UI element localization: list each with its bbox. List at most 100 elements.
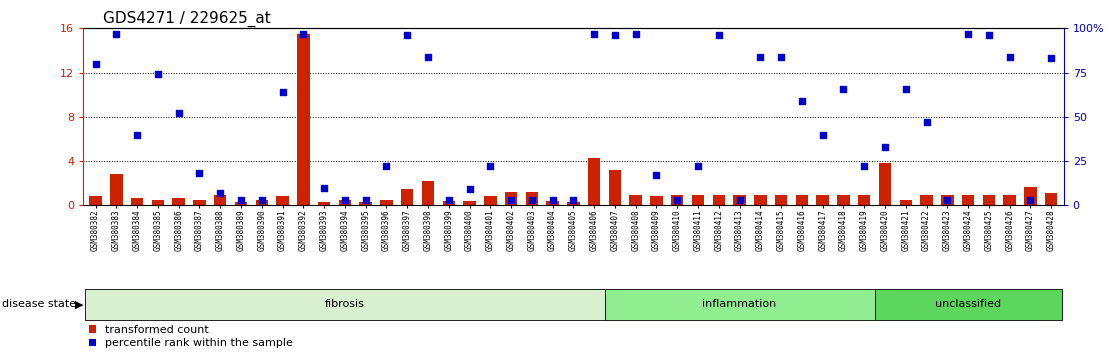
- Bar: [193, 200, 206, 205]
- Point: [668, 197, 686, 203]
- Bar: [318, 202, 330, 205]
- Point: [212, 190, 229, 196]
- Bar: [879, 163, 891, 205]
- Point: [440, 197, 458, 203]
- Bar: [900, 200, 912, 205]
- Point: [647, 172, 665, 178]
- Text: ▶: ▶: [75, 299, 84, 309]
- Bar: [838, 195, 850, 205]
- Point: [315, 185, 332, 190]
- Bar: [152, 200, 164, 205]
- Text: inflammation: inflammation: [702, 299, 777, 309]
- Bar: [712, 195, 725, 205]
- Point: [461, 187, 479, 192]
- Point: [544, 197, 562, 203]
- Text: unclassified: unclassified: [935, 299, 1002, 309]
- Point: [710, 33, 728, 38]
- Point: [523, 197, 541, 203]
- Bar: [359, 202, 372, 205]
- Bar: [671, 195, 684, 205]
- Point: [170, 110, 187, 116]
- Point: [793, 98, 811, 104]
- Bar: [755, 195, 767, 205]
- Bar: [401, 189, 413, 205]
- Point: [233, 197, 250, 203]
- Point: [834, 86, 852, 91]
- Point: [191, 171, 208, 176]
- Point: [399, 33, 417, 38]
- Bar: [463, 201, 475, 205]
- Bar: [1004, 195, 1016, 205]
- Point: [917, 119, 935, 125]
- Bar: [567, 202, 579, 205]
- Point: [689, 164, 707, 169]
- Bar: [733, 195, 746, 205]
- Bar: [691, 195, 705, 205]
- Point: [585, 31, 603, 36]
- Point: [502, 197, 520, 203]
- Bar: [962, 195, 974, 205]
- Point: [751, 54, 769, 59]
- Text: GDS4271 / 229625_at: GDS4271 / 229625_at: [103, 11, 270, 27]
- Bar: [110, 175, 123, 205]
- Text: fibrosis: fibrosis: [325, 299, 365, 309]
- Bar: [505, 192, 517, 205]
- Bar: [276, 196, 289, 205]
- Bar: [214, 195, 226, 205]
- Legend: transformed count, percentile rank within the sample: transformed count, percentile rank withi…: [89, 325, 294, 348]
- Bar: [442, 201, 455, 205]
- Point: [1022, 197, 1039, 203]
- Bar: [650, 196, 663, 205]
- Point: [1043, 56, 1060, 61]
- Bar: [339, 200, 351, 205]
- Bar: [131, 198, 143, 205]
- Bar: [588, 158, 601, 205]
- Bar: [90, 196, 102, 205]
- Bar: [256, 200, 268, 205]
- Point: [378, 164, 396, 169]
- Bar: [858, 195, 871, 205]
- Bar: [796, 195, 808, 205]
- Point: [336, 197, 353, 203]
- Bar: [422, 181, 434, 205]
- Point: [253, 197, 270, 203]
- Point: [419, 54, 437, 59]
- Point: [979, 33, 997, 38]
- Bar: [484, 196, 496, 205]
- Point: [627, 31, 645, 36]
- Bar: [941, 195, 954, 205]
- Point: [606, 33, 624, 38]
- Point: [107, 31, 125, 36]
- Bar: [173, 198, 185, 205]
- Bar: [608, 170, 622, 205]
- Point: [897, 86, 915, 91]
- Point: [938, 197, 956, 203]
- Bar: [1045, 193, 1057, 205]
- Point: [564, 197, 583, 203]
- Point: [772, 54, 790, 59]
- Point: [876, 144, 894, 150]
- Point: [274, 89, 291, 95]
- Bar: [983, 195, 995, 205]
- Bar: [1024, 187, 1037, 205]
- Point: [1001, 54, 1018, 59]
- Bar: [817, 195, 829, 205]
- Bar: [774, 195, 788, 205]
- Point: [357, 197, 375, 203]
- Point: [129, 132, 146, 137]
- Bar: [525, 192, 538, 205]
- Point: [731, 197, 749, 203]
- Bar: [546, 201, 558, 205]
- Text: disease state: disease state: [2, 299, 76, 309]
- Point: [960, 31, 977, 36]
- Point: [295, 31, 312, 36]
- Point: [481, 164, 499, 169]
- Bar: [297, 34, 309, 205]
- Point: [86, 61, 104, 67]
- Bar: [380, 200, 392, 205]
- Bar: [629, 195, 642, 205]
- Point: [813, 132, 831, 137]
- Bar: [235, 202, 247, 205]
- Bar: [921, 195, 933, 205]
- Point: [855, 164, 873, 169]
